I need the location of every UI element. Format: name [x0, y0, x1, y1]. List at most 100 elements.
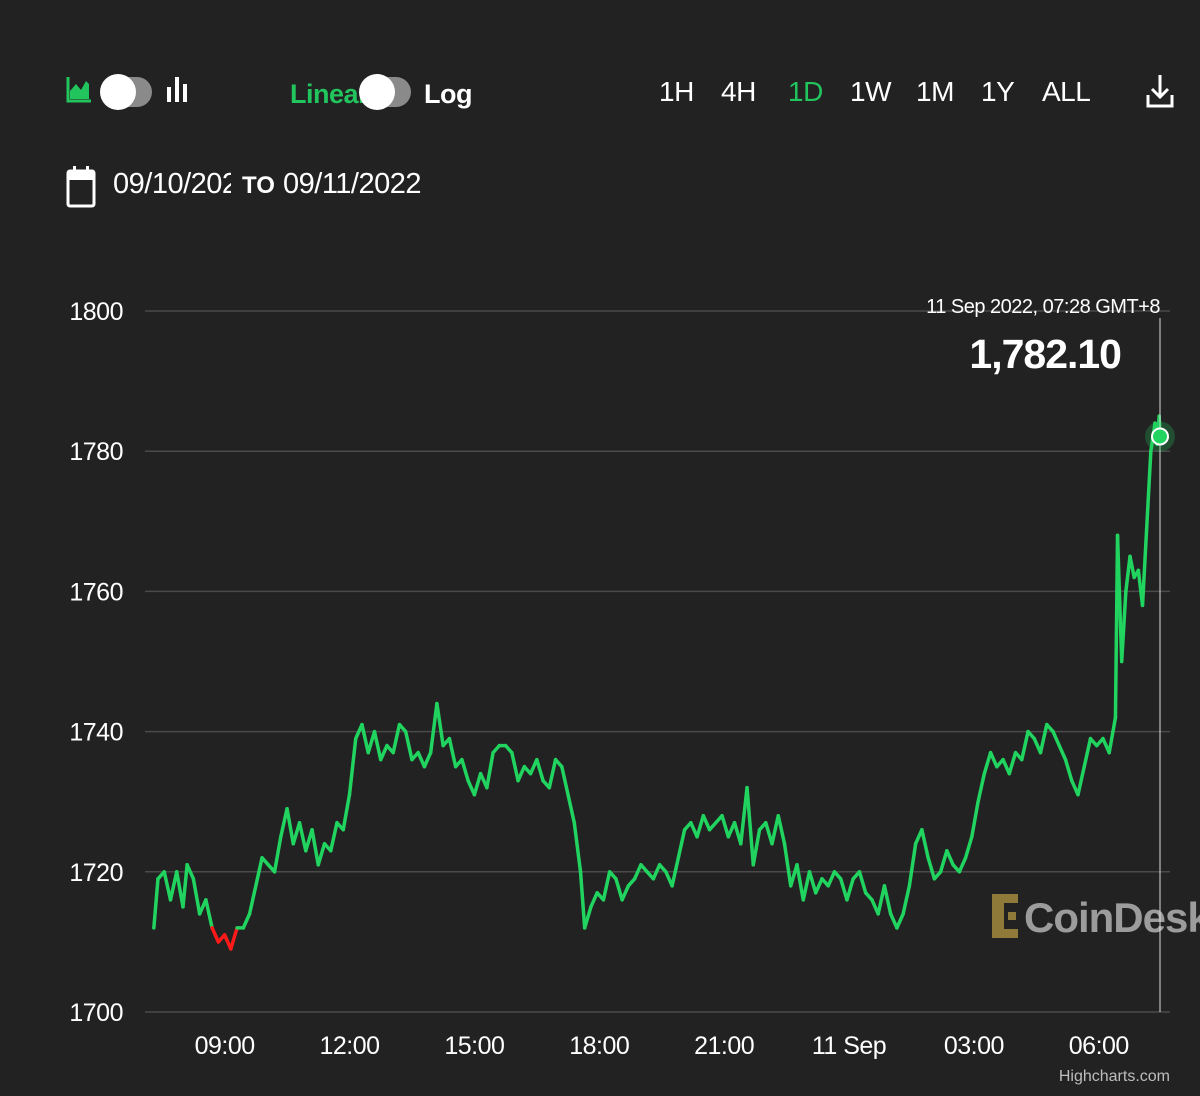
series-segment — [447, 736, 458, 769]
range-button-1y[interactable]: 1Y — [981, 76, 1015, 107]
date-from[interactable]: 09/10/2022 — [113, 168, 231, 200]
series-segment — [403, 729, 414, 762]
series-segment — [329, 820, 339, 853]
range-button-1h[interactable]: 1H — [659, 76, 694, 107]
x-tick-label: 06:00 — [1069, 1032, 1129, 1060]
series-segment — [1144, 449, 1153, 531]
series-segment — [801, 870, 812, 902]
area-chart-icon[interactable] — [66, 75, 92, 103]
series-segment — [391, 722, 402, 755]
range-button-all[interactable]: ALL — [1042, 76, 1091, 107]
date-to-label: TO — [242, 172, 275, 199]
series-segment — [229, 926, 239, 951]
price-series — [152, 414, 1162, 951]
scale-toggle[interactable] — [359, 74, 411, 110]
series-segment — [945, 849, 955, 867]
series-segment — [970, 799, 980, 839]
series-segment — [341, 792, 352, 832]
calendar-icon[interactable] — [66, 164, 96, 208]
chart-toolbar: Linear Log 1H 4H 1D 1W 1M 1Y ALL — [0, 0, 1200, 140]
series-segment — [422, 750, 433, 769]
series-segment — [566, 792, 577, 825]
coindesk-logo-icon — [992, 894, 1018, 938]
series-segment — [845, 877, 855, 902]
chart-type-toggle[interactable] — [100, 74, 152, 110]
series-segment — [1107, 715, 1118, 755]
series-segment — [751, 827, 762, 867]
grid-lines — [145, 310, 1170, 1013]
range-button-1w[interactable]: 1W — [850, 76, 892, 107]
series-segment — [560, 764, 570, 797]
series-segment — [670, 856, 681, 888]
chart-type-toggle-knob — [100, 74, 136, 110]
series-segment — [210, 926, 221, 944]
series-segment — [310, 827, 321, 867]
date-to[interactable]: 09/11/2022 — [283, 168, 422, 200]
series-segment — [578, 870, 587, 930]
download-icon[interactable] — [1146, 73, 1174, 109]
series-segment — [988, 750, 999, 769]
x-tick-label: 21:00 — [694, 1032, 754, 1060]
hover-marker — [1145, 421, 1175, 452]
x-tick-label: 18:00 — [569, 1032, 629, 1060]
x-tick-label: 12:00 — [319, 1032, 379, 1060]
series-segment — [770, 813, 781, 846]
x-tick-label: 09:00 — [195, 1032, 255, 1060]
series-segment — [676, 827, 687, 860]
highcharts-credit[interactable]: Highcharts.com — [1059, 1068, 1170, 1085]
series-segment — [1057, 743, 1068, 762]
series-segment — [895, 912, 905, 930]
range-button-1m[interactable]: 1M — [916, 76, 954, 107]
series-segment — [776, 813, 787, 846]
series-segment — [1124, 554, 1132, 594]
tooltip-value: 1,782.10 — [969, 331, 1121, 377]
series-segment — [745, 785, 756, 867]
series-segment — [372, 729, 383, 762]
series-segment — [589, 891, 599, 909]
bar-chart-icon[interactable] — [166, 75, 188, 103]
series-segment — [882, 884, 893, 916]
series-segment — [472, 771, 483, 797]
y-tick-label: 1780 — [69, 438, 123, 466]
series-segment — [982, 750, 993, 776]
series-segment — [347, 736, 358, 797]
series-segment — [279, 806, 289, 839]
series-segment — [1038, 722, 1049, 755]
series-segment — [285, 806, 296, 846]
range-button-4h[interactable]: 4H — [721, 76, 756, 107]
series-segment — [460, 757, 470, 783]
series-segment — [360, 722, 370, 755]
series-segment — [1051, 729, 1062, 748]
watermark-brand: CoinDesk — [1024, 894, 1200, 941]
y-tick-label: 1740 — [69, 719, 123, 747]
series-segment — [1140, 526, 1149, 608]
series-segment — [297, 820, 308, 853]
series-segment — [601, 870, 612, 902]
range-button-1d[interactable]: 1D — [788, 76, 823, 107]
series-segment — [435, 701, 445, 748]
series-segment — [651, 863, 662, 881]
series-segment — [976, 771, 987, 804]
scale-linear-label[interactable]: Linear — [290, 79, 369, 109]
x-tick-label: 15:00 — [444, 1032, 504, 1060]
series-segment — [739, 785, 749, 846]
series-segment — [1115, 533, 1124, 664]
series-segment — [191, 877, 202, 916]
series-segment — [428, 701, 439, 755]
y-tick-label: 1760 — [69, 578, 123, 606]
series-segment — [957, 856, 968, 874]
series-segment — [254, 856, 264, 888]
series-segment — [838, 877, 849, 902]
series-segment — [272, 835, 283, 874]
series-segment — [857, 870, 868, 895]
series-segment — [720, 813, 731, 839]
series-segment — [547, 757, 558, 790]
series-segment — [572, 820, 583, 874]
series-segment — [1076, 764, 1086, 797]
scale-log-label[interactable]: Log — [424, 79, 472, 109]
series-segment — [185, 863, 196, 881]
series-segment — [620, 884, 631, 902]
tooltip-time: 11 Sep 2022, 07:28 GMT+8 — [926, 296, 1160, 318]
series-segment — [901, 884, 912, 916]
x-axis-labels: 09:00 12:00 15:00 18:00 21:00 11 Sep 03:00 06:0… — [195, 1032, 1130, 1060]
